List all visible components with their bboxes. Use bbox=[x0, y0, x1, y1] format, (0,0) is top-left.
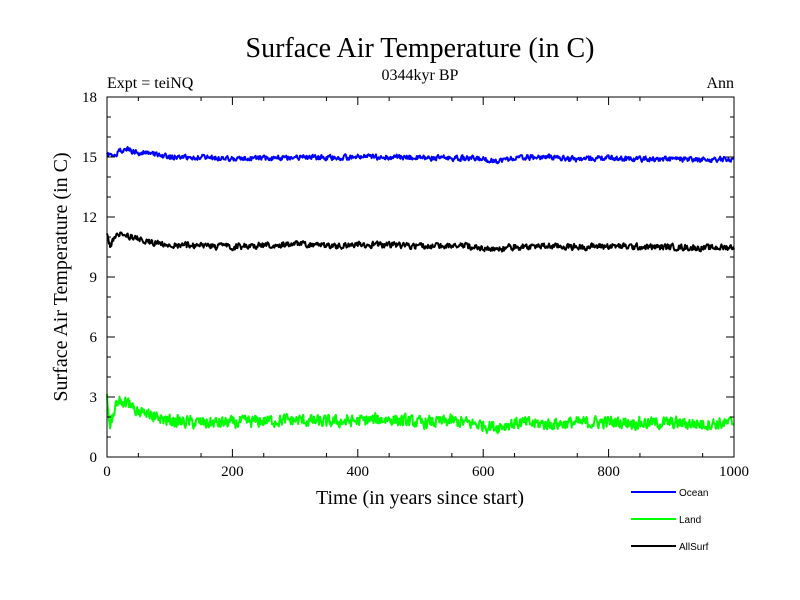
y-tick-label: 3 bbox=[90, 390, 98, 406]
x-tick-label: 0 bbox=[103, 464, 111, 480]
chart-title: Surface Air Temperature (in C) bbox=[246, 33, 595, 64]
x-tick-label: 200 bbox=[221, 464, 244, 480]
x-tick-label: 400 bbox=[347, 464, 370, 480]
legend-label-allsurf: AllSurf bbox=[679, 542, 709, 553]
y-axis-label: Surface Air Temperature (in C) bbox=[50, 152, 72, 401]
x-tick-label: 800 bbox=[597, 464, 620, 480]
x-tick-label: 1000 bbox=[719, 464, 749, 480]
y-tick-label: 0 bbox=[90, 450, 98, 466]
series-line-land bbox=[106, 393, 735, 435]
ticks-layer: 0 200 400 600 800 1000 0 3 6 9 12 15 18 bbox=[82, 90, 749, 480]
series-line-ocean bbox=[106, 146, 735, 165]
legend-label-land: Land bbox=[679, 515, 701, 526]
y-tick-label: 18 bbox=[82, 90, 97, 106]
chart-subtitle: 0344kyr BP bbox=[382, 67, 459, 84]
y-tick-label: 9 bbox=[90, 270, 98, 286]
legend-label-ocean: Ocean bbox=[679, 488, 708, 499]
y-tick-label: 15 bbox=[82, 150, 97, 166]
x-axis-label: Time (in years since start) bbox=[316, 487, 524, 509]
series-line-allsurf bbox=[106, 231, 735, 253]
x-tick-label: 600 bbox=[472, 464, 495, 480]
legend: Ocean Land AllSurf bbox=[631, 488, 709, 553]
y-tick-label: 12 bbox=[82, 210, 97, 226]
series-layer bbox=[106, 146, 735, 435]
y-tick-label: 6 bbox=[90, 330, 98, 346]
season-label: Ann bbox=[706, 75, 734, 92]
experiment-label: Expt = teiNQ bbox=[107, 75, 194, 92]
plot-frame bbox=[106, 96, 735, 458]
